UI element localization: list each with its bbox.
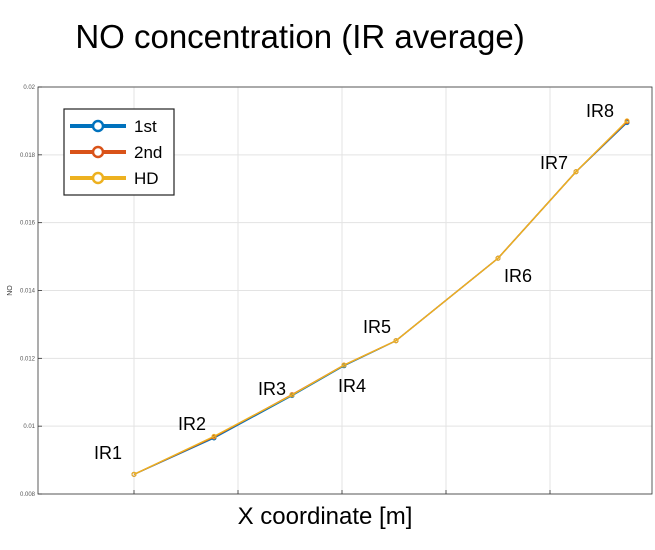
- y-tick-label: 0.014: [20, 289, 36, 295]
- data-point: [573, 169, 579, 175]
- legend-marker: [91, 145, 105, 159]
- y-tick-label: 0.012: [20, 356, 36, 362]
- y-tick-label: 0.016: [20, 221, 36, 227]
- data-point: [289, 392, 295, 398]
- data-point: [495, 255, 501, 261]
- data-point: [393, 338, 399, 344]
- data-point: [131, 471, 137, 477]
- point-label-ir2: IR2: [178, 414, 206, 434]
- y-tick-label: 0.01: [23, 424, 35, 430]
- y-tick-label: 0.02: [23, 85, 35, 91]
- data-point: [341, 362, 347, 368]
- point-label-ir1: IR1: [94, 443, 122, 463]
- legend-entry-2nd: 2nd: [134, 143, 162, 162]
- data-point: [211, 433, 217, 439]
- y-axis-label: NO: [7, 285, 14, 296]
- point-label-ir3: IR3: [258, 379, 286, 399]
- legend-entry-1st: 1st: [134, 117, 157, 136]
- point-label-ir6: IR6: [504, 266, 532, 286]
- y-tick-label: 0.008: [20, 492, 36, 498]
- x-axis-label: X coordinate [m]: [237, 503, 413, 530]
- line-chart: 0.008 0.01 0.012 0.014 0.016 0.018 0.02 NO IR1 IR…: [7, 85, 653, 498]
- legend-marker: [91, 171, 105, 185]
- legend: 1st 2nd HD: [63, 108, 175, 196]
- series-HD: [131, 118, 630, 477]
- point-label-ir5: IR5: [363, 317, 391, 337]
- legend-marker: [91, 119, 105, 133]
- legend-entry-hd: HD: [134, 169, 159, 188]
- chart-title: NO concentration (IR average): [75, 18, 525, 55]
- y-tick-label: 0.018: [20, 153, 36, 159]
- data-point: [624, 118, 630, 124]
- point-label-ir8: IR8: [586, 101, 614, 121]
- point-label-ir4: IR4: [338, 376, 366, 396]
- point-label-ir7: IR7: [540, 153, 568, 173]
- series-line: [133, 120, 628, 475]
